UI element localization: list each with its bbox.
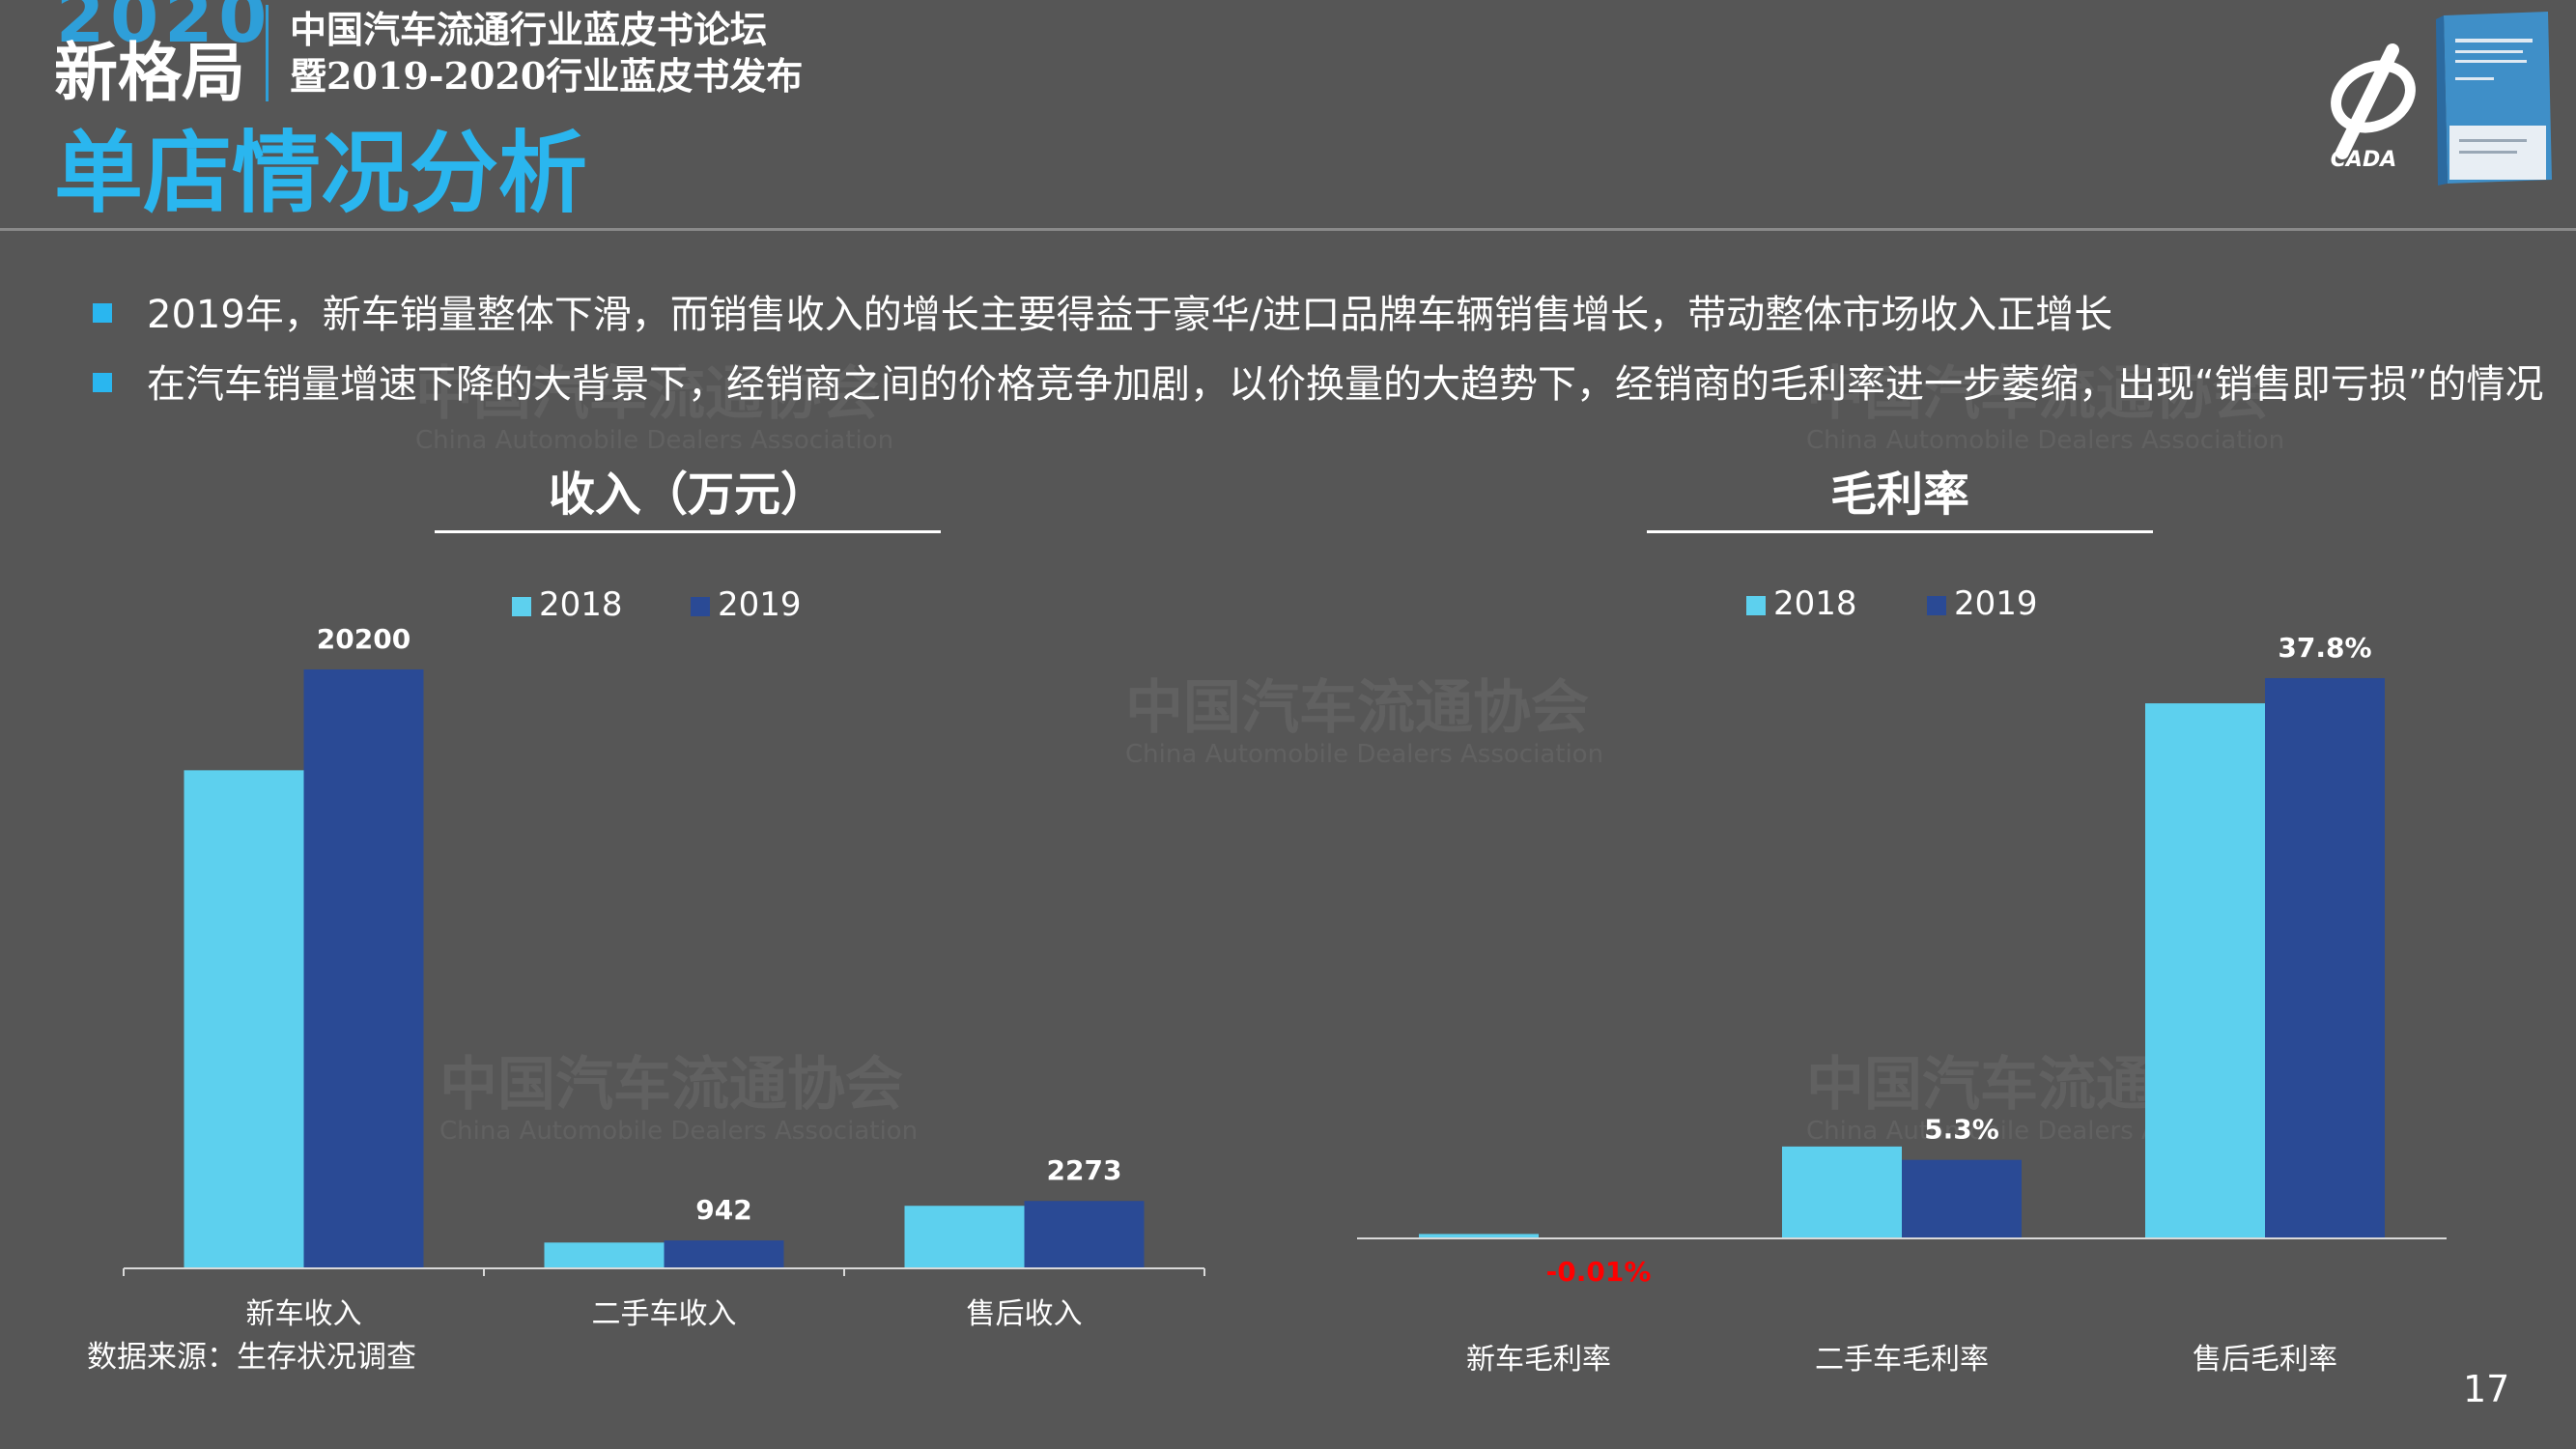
watermark: 中国汽车流通协会 China Automobile Dealers Associa… xyxy=(415,360,894,455)
bar-2019-2 xyxy=(664,1240,784,1268)
legend-label-2018: 2018 xyxy=(539,585,623,624)
data-label: -0.01% xyxy=(1546,1256,1652,1288)
bullet-square-icon xyxy=(93,303,112,323)
revenue-bar-chart: 2018 2019 20200 新车收入 942 二手车收入 2273 售后收入 xyxy=(123,585,1205,1331)
bullet-text: 在汽车销量增速下降的大背景下，经销商之间的价格竞争加剧，以价换量的大趋势下，经销… xyxy=(147,362,2544,407)
legend-label-2018: 2018 xyxy=(1773,584,1857,623)
legend-swatch-2018 xyxy=(512,597,531,616)
data-source-note: 数据来源：生存状况调查 xyxy=(87,1340,416,1375)
watermark: 中国汽车流通协会 China Automobile Dealers Associa… xyxy=(439,1051,919,1146)
bar-2019-3 xyxy=(1024,1201,1145,1268)
logo-divider xyxy=(266,5,269,101)
forum-title-line-2: 暨2019-2020行业蓝皮书发布 xyxy=(290,54,804,98)
data-label: 942 xyxy=(695,1194,751,1226)
bar-2018-2 xyxy=(1782,1146,1902,1238)
bar-2018-1 xyxy=(1419,1234,1539,1238)
logo-year: 2020 xyxy=(56,0,273,58)
data-label: 2273 xyxy=(1047,1154,1122,1186)
watermark: 中国汽车流通协会 China Automobile Dealers Associa… xyxy=(1806,360,2285,455)
category-label: 新车毛利率 xyxy=(1466,1343,1611,1377)
bar-2019-2 xyxy=(1902,1159,2022,1238)
chart-title-gross-margin: 毛利率 xyxy=(1829,468,1969,522)
legend-swatch-2019 xyxy=(691,597,710,616)
bluebook-cover-icon xyxy=(2436,12,2552,185)
bar-2019-3 xyxy=(2265,678,2385,1238)
logo-text: 新格局 xyxy=(54,36,245,110)
category-label: 二手车收入 xyxy=(592,1297,737,1331)
category-label: 售后收入 xyxy=(967,1297,1083,1331)
chart-title-revenue: 收入（万元） xyxy=(548,468,827,522)
legend-label-2019: 2019 xyxy=(1954,584,2038,623)
bullet-item: 2019年，新车销量整体下滑，而销售收入的增长主要得益于豪华/进口品牌车辆销售增… xyxy=(93,290,2112,340)
bullet-text: 2019年，新车销量整体下滑，而销售收入的增长主要得益于豪华/进口品牌车辆销售增… xyxy=(147,293,2113,337)
category-label: 售后毛利率 xyxy=(2193,1343,2337,1377)
section-title: 单店情况分析 xyxy=(54,122,588,225)
chart-title-underline xyxy=(1647,530,2153,533)
bar-2018-2 xyxy=(544,1242,665,1268)
gross-margin-bar-chart: 2018 2019 -0.01% 新车毛利率 5.3% 二手车毛利率 37.8% 售后毛利率 xyxy=(1357,584,2447,1377)
bar-2018-3 xyxy=(2145,703,2265,1238)
data-label: 5.3% xyxy=(1924,1114,1999,1146)
data-label: 37.8% xyxy=(2278,632,2371,664)
bar-2019-1 xyxy=(303,669,424,1268)
cada-logo-text: CADA xyxy=(2331,148,2396,172)
category-label: 新车收入 xyxy=(246,1297,362,1331)
category-label: 二手车毛利率 xyxy=(1815,1343,1989,1377)
legend-label-2019: 2019 xyxy=(718,585,802,624)
bar-2018-1 xyxy=(184,770,304,1268)
bar-2018-3 xyxy=(904,1206,1025,1268)
header-divider xyxy=(0,228,2576,231)
legend-swatch-2019 xyxy=(1927,596,1946,615)
page-number: 17 xyxy=(2463,1368,2510,1410)
bullet-square-icon xyxy=(93,373,112,392)
forum-title-line-1: 中国汽车流通行业蓝皮书论坛 xyxy=(290,8,768,51)
data-label: 20200 xyxy=(317,623,410,655)
watermark: 中国汽车流通协会 China Automobile Dealers Associa… xyxy=(1125,674,1604,769)
bullet-item: 在汽车销量增速下降的大背景下，经销商之间的价格竞争加剧，以价换量的大趋势下，经销… xyxy=(93,359,2543,410)
chart-title-underline xyxy=(435,530,941,533)
cada-logo-icon: CADA xyxy=(2331,43,2416,172)
legend-swatch-2018 xyxy=(1746,596,1766,615)
